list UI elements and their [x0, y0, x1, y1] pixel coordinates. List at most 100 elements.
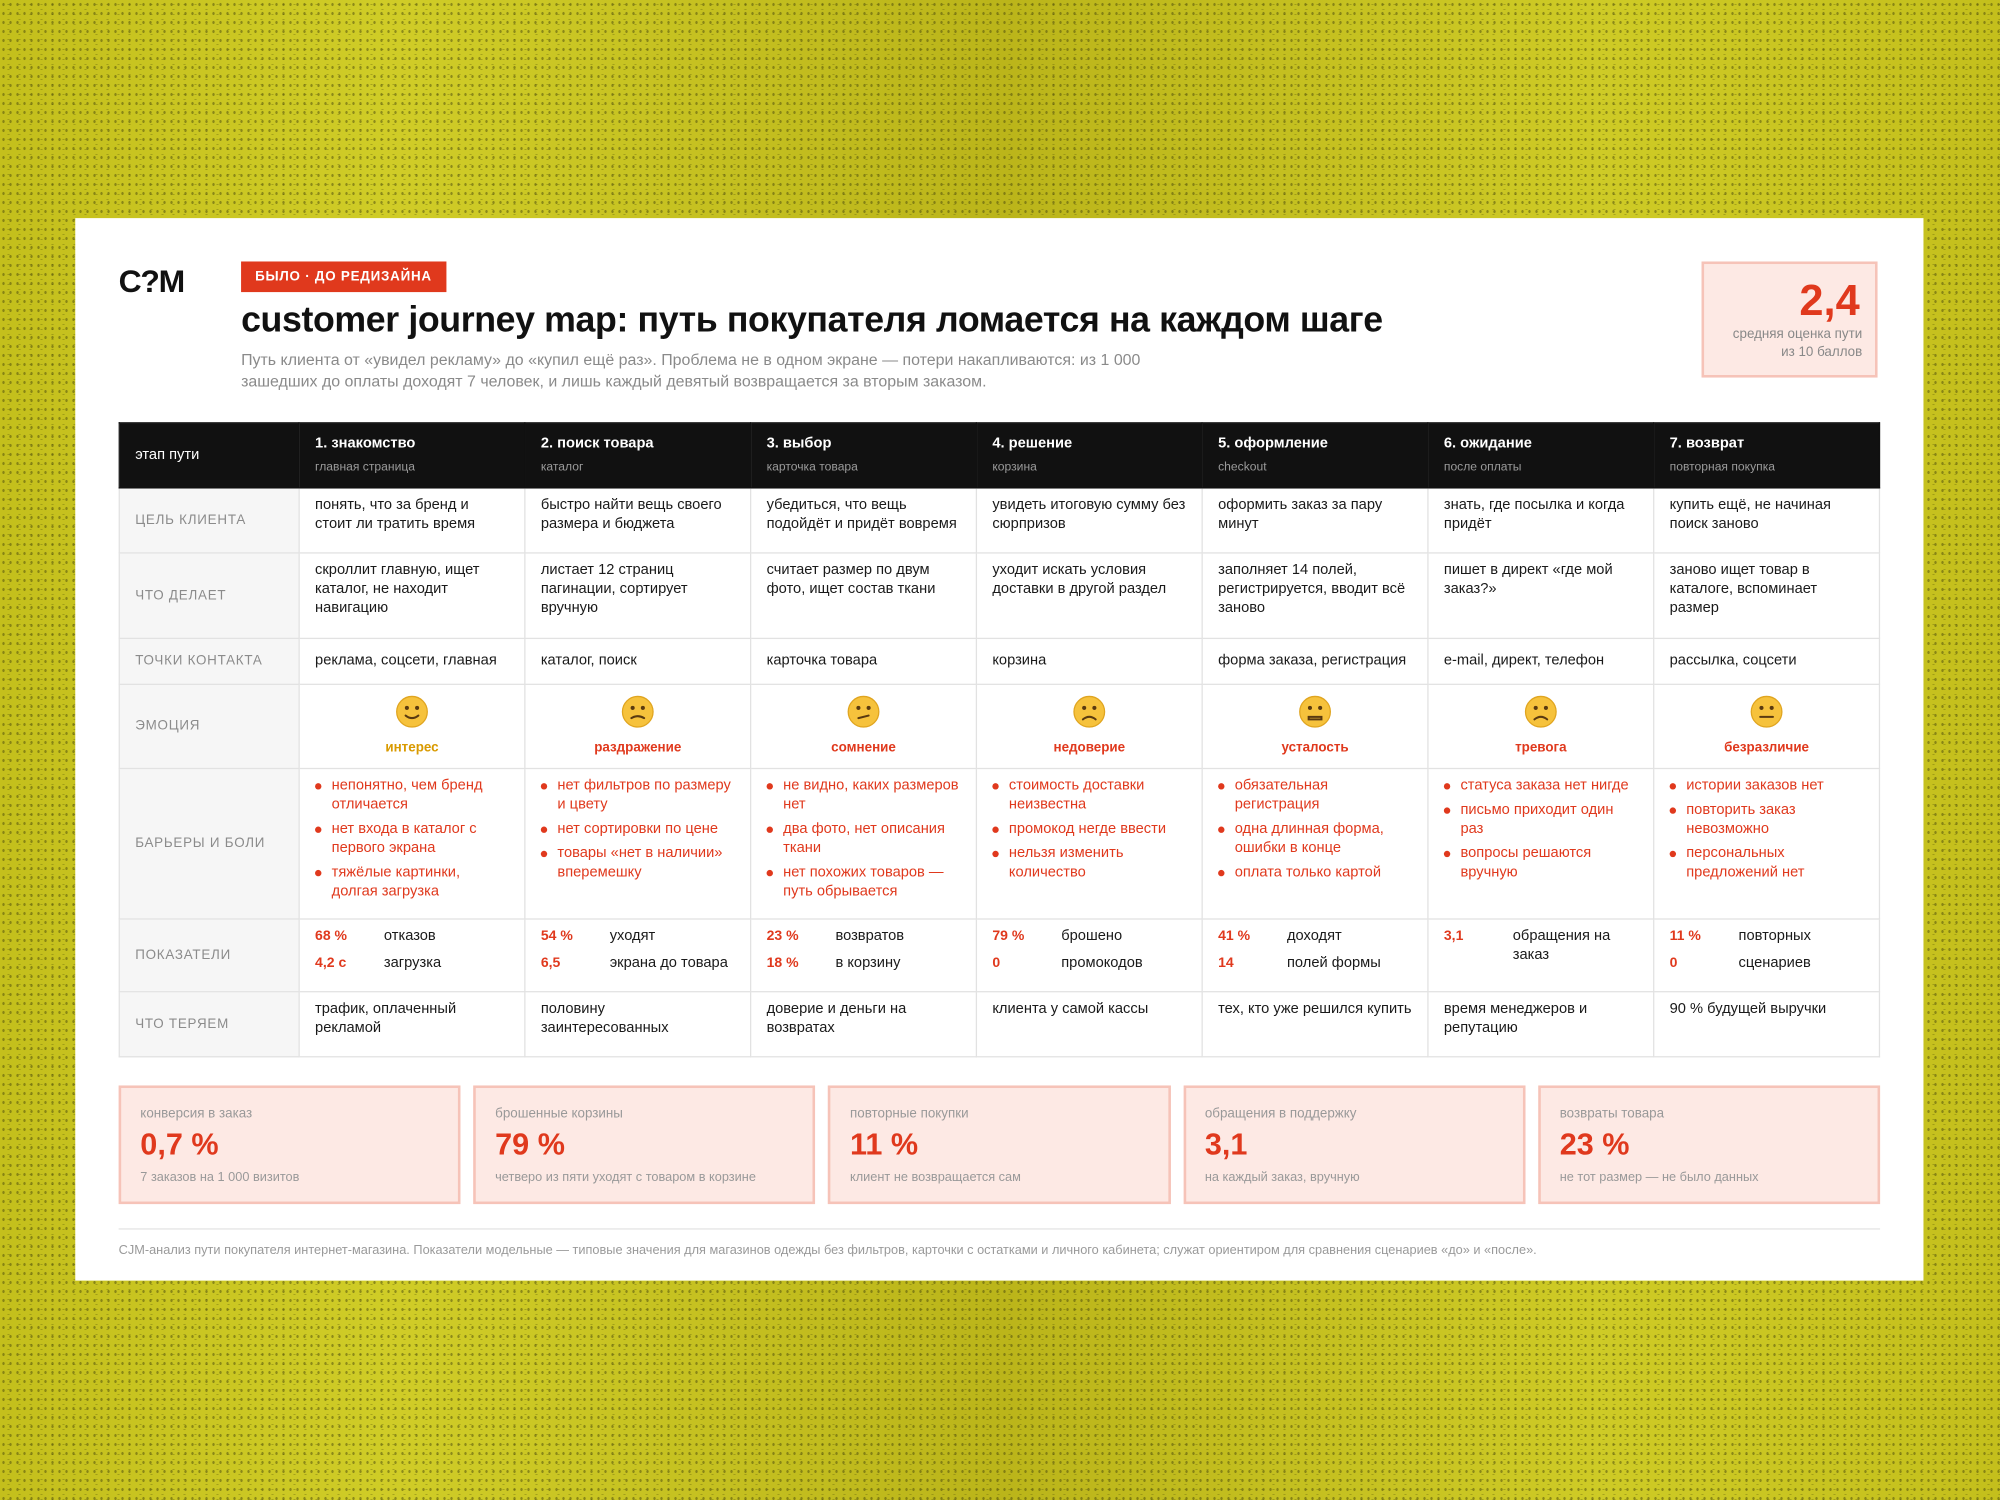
kpi-note: клиент не возвращается сам: [850, 1170, 1021, 1185]
metric-label: промокодов: [1061, 955, 1143, 971]
emotion-icon: [621, 695, 654, 728]
table-row: что теряем трафик, оплаченный рекламой пол…: [118, 991, 1881, 1058]
kpi-card: конверсия в заказ 0,7 % 7 заказов на 1 000…: [118, 1085, 461, 1205]
metric-value: 0: [1669, 955, 1678, 971]
metric: 11 % повторных: [1670, 927, 1864, 946]
emotion-icon: [1073, 695, 1106, 728]
stage-header: 1. знакомство главная страница: [298, 422, 526, 489]
emotion-cell: усталость: [1201, 683, 1429, 770]
metric-value: 11 %: [1669, 928, 1701, 944]
cell: оформить заказ за пару минут: [1201, 487, 1429, 554]
stage-subtitle: после оплаты: [1443, 459, 1522, 474]
cell: истории заказов нет повторить заказ невоз…: [1653, 767, 1881, 920]
barrier-list: статуса заказа нет нигде письмо приходит …: [1443, 777, 1638, 883]
metric-label: брошено: [1061, 928, 1123, 944]
table-row: что делает скроллит главную, ищет каталог…: [118, 552, 1881, 640]
cell: трафик, оплаченный рекламой: [298, 991, 526, 1058]
cell: 41 % доходят 14 полей формы: [1201, 918, 1429, 993]
cell: доверие и деньги на возвратах: [749, 991, 978, 1058]
cell: форма заказа, регистрация: [1201, 637, 1429, 685]
score-box: 2,4 средняя оценка пути из 10 баллов: [1701, 261, 1878, 378]
barrier: нет похожих товаров — путь обрывается: [766, 864, 961, 902]
kpi-value: 79 %: [495, 1127, 565, 1162]
metric-label: доходят: [1286, 928, 1342, 944]
metric: 79 % брошено: [992, 927, 1186, 946]
metric-value: 41 %: [1218, 928, 1251, 944]
cell: стоимость доставки неизвестна промокод не…: [975, 767, 1203, 920]
metric-label: экрана до товара: [609, 955, 728, 971]
cell: e-mail, директ, телефон: [1427, 637, 1655, 685]
barrier: не видно, каких размеров нет: [766, 777, 961, 815]
cell: знать, где посылка и когда придёт: [1427, 487, 1655, 554]
emotion-word: тревога: [1515, 739, 1567, 756]
metric-value: 0: [992, 955, 1001, 971]
stage-subtitle: главная страница: [315, 459, 416, 474]
cell: понять, что за бренд и стоит ли тратить …: [298, 487, 526, 554]
emotion-word: безразличие: [1724, 739, 1810, 756]
barrier: истории заказов нет: [1669, 777, 1864, 796]
metric: 18 % в корзину: [767, 954, 961, 973]
cell: тех, кто уже решился купить: [1201, 991, 1429, 1058]
metric: 3,1 обращения на заказ: [1444, 927, 1638, 965]
cell: время менеджеров и репутацию: [1427, 991, 1655, 1058]
metric-label: загрузка: [383, 955, 442, 971]
cell: рассылка, соцсети: [1653, 637, 1881, 685]
barrier: два фото, нет описания ткани: [766, 820, 961, 858]
barrier: одна длинная форма, ошибки в конце: [1218, 820, 1412, 858]
divider: [118, 1228, 1881, 1230]
logo: C?M: [118, 264, 186, 300]
stage-title: 4. решение: [992, 435, 1073, 451]
barrier-list: непонятно, чем бренд отличается нет входа…: [315, 777, 509, 902]
table-row: цель клиента понять, что за бренд и стоит…: [118, 487, 1881, 554]
barrier: тяжёлые картинки, долгая загрузка: [315, 864, 509, 902]
journey-table: этап пути 1. знакомство главная страница 2.…: [118, 422, 1881, 1058]
row-label: что теряем: [118, 991, 300, 1058]
stage-title: 2. поиск товара: [540, 435, 654, 451]
stage-header: 6. ожидание после оплаты: [1427, 422, 1655, 489]
metric-label: уходят: [609, 928, 656, 944]
kpi-value: 23 %: [1559, 1127, 1630, 1162]
metric-value: 6,5: [540, 955, 561, 971]
barrier: нет фильтров по размеру и цвету: [540, 777, 735, 815]
barrier-list: обязательная регистрация одна длинная фор…: [1218, 777, 1412, 883]
emotion-cell: тревога: [1427, 683, 1655, 770]
metric: 6,5 экрана до товара: [541, 954, 735, 973]
cell: 68 % отказов 4,2 с загрузка: [298, 918, 526, 993]
kpi-card: брошенные корзины 79 % четверо из пяти ухо…: [473, 1085, 816, 1205]
cell: клиента у самой кассы: [975, 991, 1203, 1058]
stage-header: 7. возврат повторная покупка: [1653, 422, 1881, 489]
barrier-list: нет фильтров по размеру и цвету нет сорти…: [540, 777, 735, 883]
barrier: оплата только картой: [1218, 864, 1412, 883]
metric-label: отказов: [383, 928, 436, 944]
barrier-list: не видно, каких размеров нет два фото, не…: [766, 777, 961, 902]
barrier: повторить заказ невозможно: [1669, 801, 1864, 839]
badge: БЫЛО · ДО РЕДИЗАЙНА: [241, 261, 446, 293]
stage-header: 4. решение корзина: [975, 422, 1203, 489]
emotion-word: сомнение: [831, 739, 896, 756]
cell: увидеть итоговую сумму без сюрпризов: [975, 487, 1203, 554]
cell: 54 % уходят 6,5 экрана до товара: [524, 918, 752, 993]
metric-value: 14: [1218, 955, 1234, 971]
kpi-note: на каждый заказ, вручную: [1204, 1170, 1360, 1185]
barrier: товары «нет в наличии» вперемешку: [540, 844, 735, 882]
barrier: нельзя изменить количество: [992, 844, 1186, 882]
stage-title: 7. возврат: [1669, 435, 1745, 451]
kpi-card: повторные покупки 11 % клиент не возвращае…: [828, 1085, 1171, 1205]
stage-subtitle: корзина: [992, 459, 1037, 474]
stage-header: 3. выбор карточка товара: [749, 422, 978, 489]
cell: убедиться, что вещь подойдёт и придёт во…: [749, 487, 978, 554]
cell: статуса заказа нет нигде письмо приходит …: [1427, 767, 1655, 920]
kpi-note: четверо из пяти уходят с товаром в корзи…: [495, 1170, 756, 1185]
metric-label: возвратов: [835, 928, 905, 944]
barrier: нет сортировки по цене: [540, 820, 735, 839]
kpi-card: возвраты товара 23 % не тот размер — не бы…: [1538, 1085, 1881, 1205]
metric: 0 сценариев: [1670, 954, 1864, 973]
kpi-note: 7 заказов на 1 000 визитов: [140, 1170, 300, 1185]
score-label: средняя оценка пути из 10 баллов: [1732, 326, 1863, 360]
cell: непонятно, чем бренд отличается нет входа…: [298, 767, 526, 920]
barrier: персональных предложений нет: [1669, 844, 1864, 882]
metric-label: в корзину: [835, 955, 901, 971]
table-row: барьеры и боли непонятно, чем бренд отлич…: [118, 767, 1881, 920]
